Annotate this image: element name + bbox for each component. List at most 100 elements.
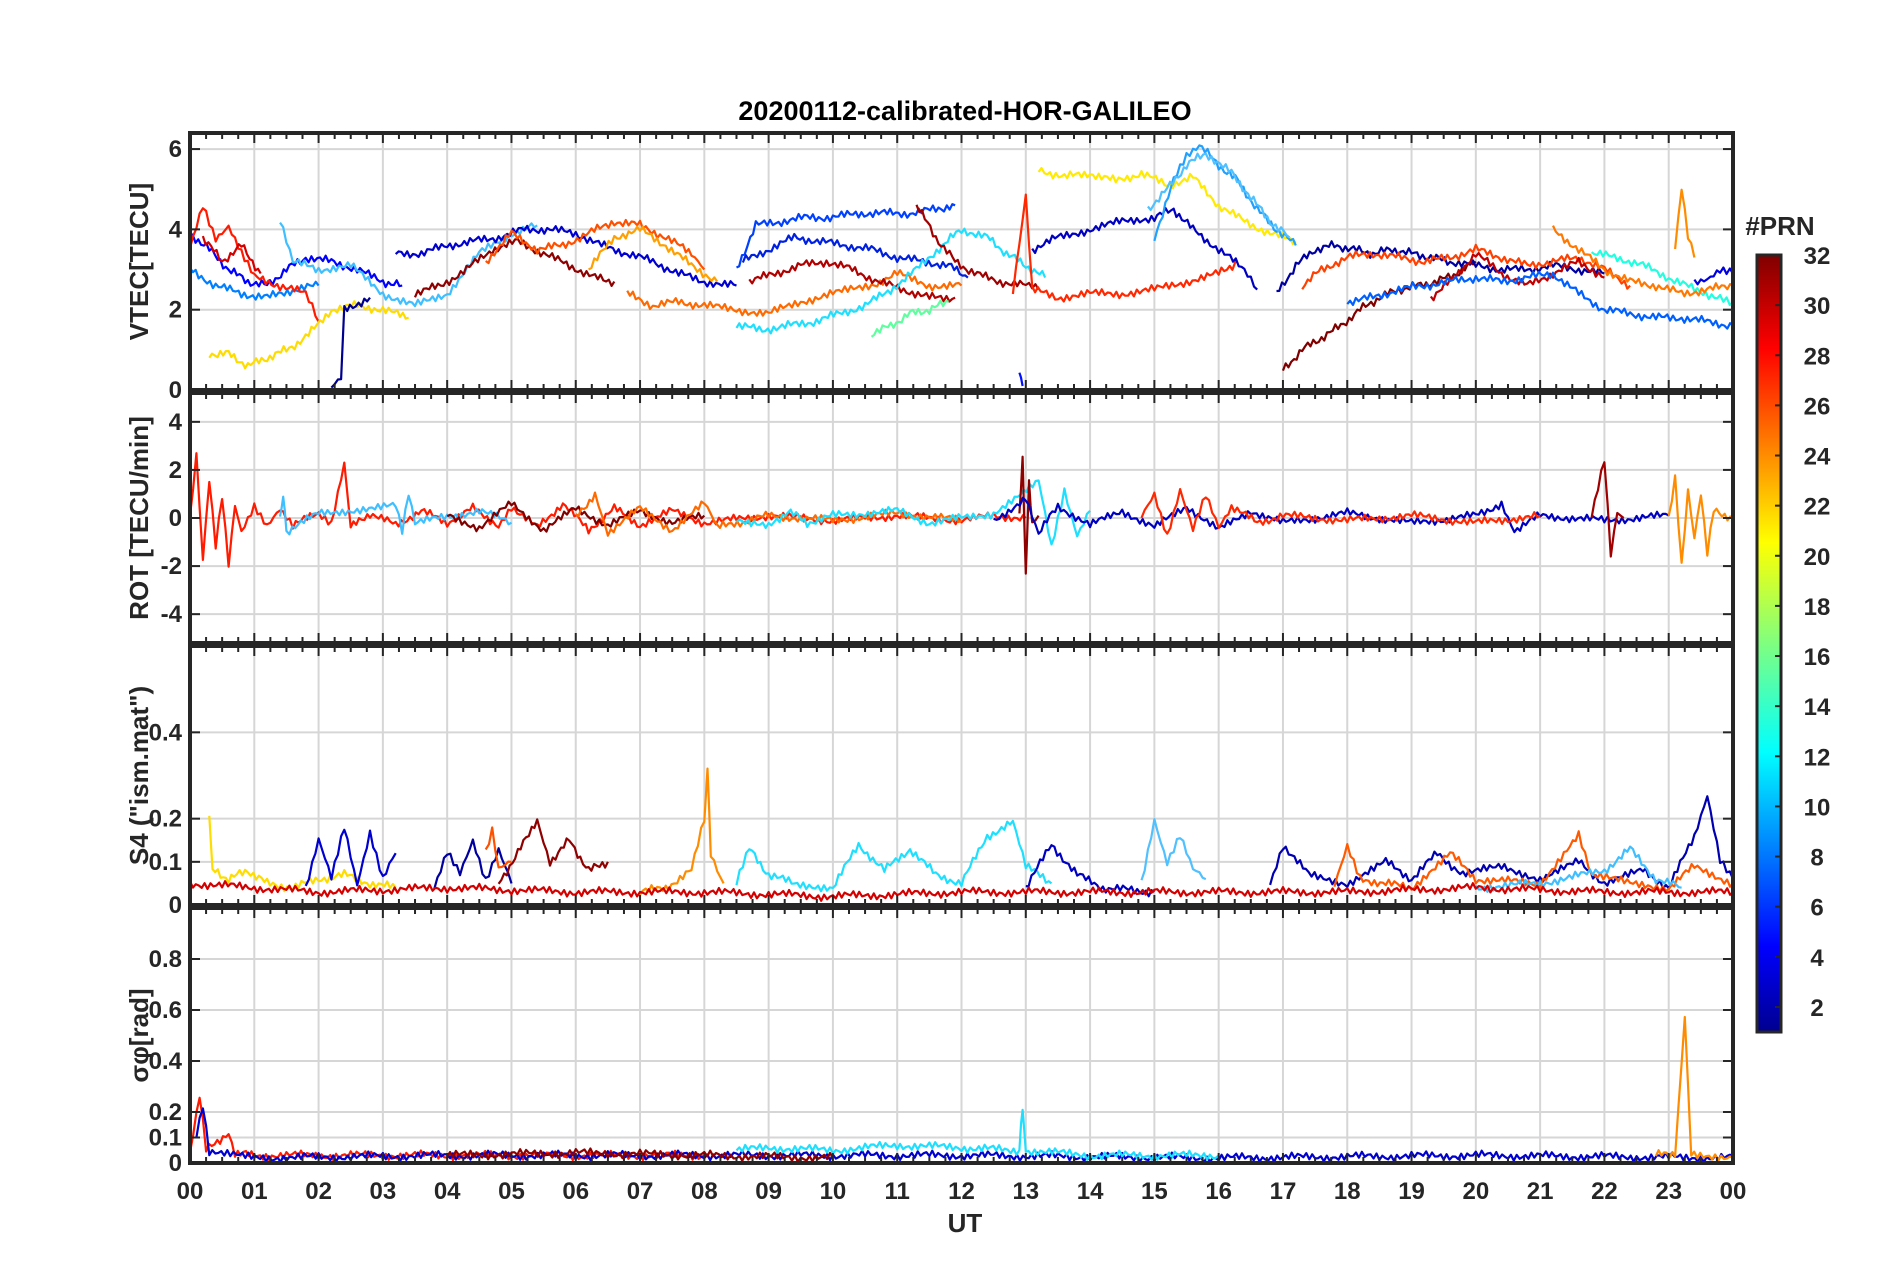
y-axis-label-rot: ROT [TECU/min] <box>124 416 154 620</box>
panel-rot: -4 -2 0 2 4 ROT [TECU/min] <box>124 391 1735 645</box>
series-line <box>497 818 609 885</box>
series-line <box>1474 845 1682 893</box>
series-line <box>1031 206 1258 291</box>
series-line <box>735 819 1053 893</box>
y-tick-label: 4 <box>169 216 183 243</box>
series-line <box>1346 270 1733 330</box>
y-tick-label: 0 <box>169 505 182 532</box>
series-line <box>190 232 403 289</box>
colorbar-tick-label: 4 <box>1810 945 1824 972</box>
y-tick-label: 6 <box>169 136 182 163</box>
x-tick-label: 17 <box>1270 1178 1297 1205</box>
series-line <box>1667 474 1733 564</box>
x-tick-label: 08 <box>691 1178 718 1205</box>
x-tick-label: 07 <box>627 1178 654 1205</box>
x-tick-label: 06 <box>562 1178 589 1205</box>
x-tick-label: 18 <box>1334 1178 1361 1205</box>
series-line <box>748 259 956 303</box>
panel-s4: 0 0.1 0.2 0.4S4 ("ism.mat") <box>124 644 1735 919</box>
series-line <box>1333 830 1733 893</box>
colorbar-tick-label: 32 <box>1804 243 1831 270</box>
x-tick-label: 01 <box>241 1178 268 1205</box>
colorbar-tick-label: 18 <box>1804 594 1831 621</box>
y-tick-label: 2 <box>169 297 182 324</box>
x-tick-label: 04 <box>434 1178 461 1205</box>
series-line <box>575 491 963 537</box>
series-line <box>626 269 963 317</box>
x-tick-label: 00 <box>1720 1178 1747 1205</box>
series-line <box>1674 188 1696 258</box>
x-tick-label: 13 <box>1012 1178 1039 1205</box>
x-tick-label: 02 <box>305 1178 332 1205</box>
y-tick-label: 0 <box>169 892 182 919</box>
series-line <box>485 218 706 271</box>
panel-sigma: 00.10.2 0.4 0.6 0.8 σφ[rad] <box>124 906 1735 1177</box>
y-axis-label-sigma: σφ[rad] <box>124 988 154 1082</box>
series-line <box>195 1107 1733 1163</box>
x-tick-label: 19 <box>1398 1178 1425 1205</box>
series-line <box>1269 795 1733 890</box>
x-tick-label: 20 <box>1462 1178 1489 1205</box>
series-line <box>735 227 1047 335</box>
colorbar-frame <box>1755 253 1783 1034</box>
y-tick-label: -2 <box>161 553 182 580</box>
series-line <box>394 224 737 288</box>
series-line <box>413 237 616 298</box>
panel-vtec: 0 2 4 6 VTEC[TECU] <box>124 131 1735 404</box>
series-line <box>1011 193 1239 303</box>
colorbar-label: #PRN <box>1745 211 1814 241</box>
series-line <box>190 880 1733 902</box>
series-line <box>1301 243 1631 290</box>
y-tick-label: 2 <box>169 457 182 484</box>
series-line <box>190 267 320 301</box>
series-line <box>1693 266 1733 286</box>
series-line <box>304 828 397 887</box>
y-axis-label-vtec: VTEC[TECU] <box>124 183 154 340</box>
y-tick-label: 0.8 <box>149 946 182 973</box>
series-line <box>735 1108 1220 1161</box>
chart-title: 20200112-calibrated-HOR-GALILEO <box>738 96 1191 126</box>
series-line <box>1552 225 1733 298</box>
series-line <box>1281 260 1477 371</box>
colorbar-gradient <box>1757 255 1781 1032</box>
colorbar-tick-label: 16 <box>1804 644 1831 671</box>
y-tick-label: 0.6 <box>149 997 182 1024</box>
x-tick-label: 10 <box>820 1178 847 1205</box>
series-line <box>190 452 1027 568</box>
series-group <box>190 452 1733 575</box>
x-tick-label: 21 <box>1527 1178 1554 1205</box>
series-line <box>208 300 409 370</box>
series-line <box>993 496 1670 535</box>
x-axis-label: UT <box>948 1208 983 1238</box>
x-tick-label: 23 <box>1655 1178 1682 1205</box>
series-line <box>484 826 512 869</box>
series-line <box>1140 818 1207 881</box>
colorbar-tick-label: 28 <box>1804 343 1831 370</box>
y-tick-label: 0.2 <box>149 1099 182 1126</box>
colorbar-tick-label: 8 <box>1810 845 1823 872</box>
series-line <box>1590 461 1625 558</box>
y-tick-label: 0 <box>169 377 182 404</box>
colorbar-tick-label: 2 <box>1810 995 1823 1022</box>
series-line <box>433 838 513 890</box>
series-line <box>915 204 1040 291</box>
colorbar-tick-label: 24 <box>1804 444 1831 471</box>
series-line <box>1025 844 1155 898</box>
series-group <box>190 767 1733 902</box>
series-line <box>1590 249 1733 307</box>
series-line <box>201 235 262 275</box>
series-line <box>639 767 725 896</box>
y-tick-label: 0.4 <box>149 1048 183 1075</box>
x-tick-label: 15 <box>1141 1178 1168 1205</box>
y-tick-label: 0.2 <box>149 806 182 833</box>
series-line <box>278 494 512 536</box>
series-line <box>190 207 320 323</box>
series-line <box>870 299 949 338</box>
colorbar-tick-label: 30 <box>1804 293 1831 320</box>
colorbar-tick-label: 10 <box>1804 794 1831 821</box>
x-tick-label: 03 <box>370 1178 397 1205</box>
y-tick-label: 0.4 <box>149 719 183 746</box>
x-tick-label: 11 <box>885 1178 910 1205</box>
